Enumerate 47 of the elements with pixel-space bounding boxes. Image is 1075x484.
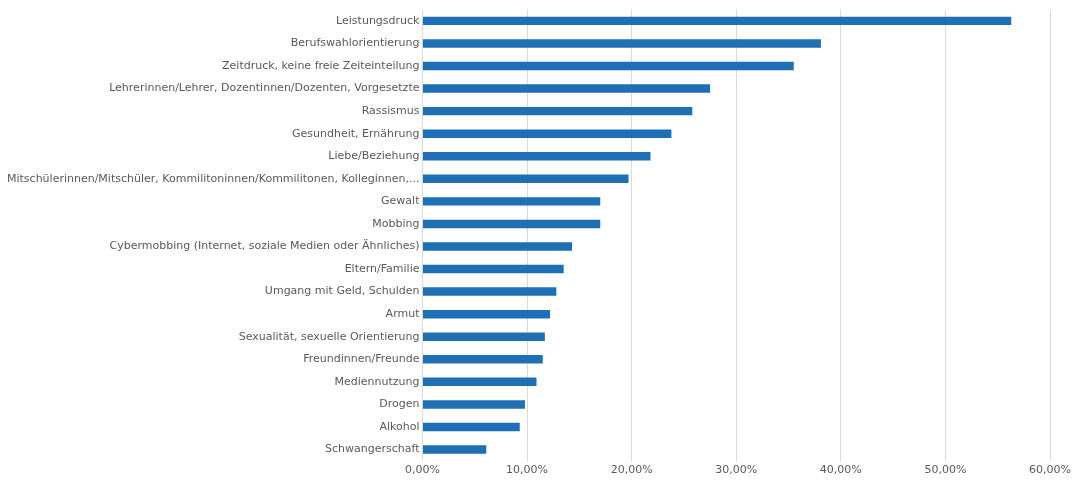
y-tick-label: Cybermobbing (Internet, soziale Medien oder Ähnliches) (109, 239, 420, 253)
x-tick-label: 10,00% (506, 463, 549, 477)
y-tick-label: Mitschülerinnen/Mitschüler, Kommilitoninnen/Kommilitonen, Kolleginnen,... (6, 171, 420, 185)
bar (422, 242, 573, 251)
y-tick-label: Leistungsdruck (336, 13, 421, 27)
y-tick-label: Schwangerschaft (325, 442, 421, 456)
y-tick-label: Rassismus (361, 103, 420, 117)
bar (422, 84, 711, 93)
bar (422, 422, 520, 432)
y-tick-label: Drogen (379, 397, 420, 411)
y-tick-label: Gesundheit, Ernährung (292, 126, 420, 140)
bar (422, 445, 487, 454)
y-tick-label: Umgang mit Geld, Schulden (264, 284, 420, 298)
bar (422, 106, 693, 116)
bar (422, 61, 794, 71)
bar (422, 197, 601, 206)
y-tick-label: Zeitdruck, keine freie Zeiteinteilung (222, 58, 420, 72)
x-tick-label: 60,00% (1029, 463, 1071, 477)
bar (422, 174, 629, 184)
y-tick-label: Liebe/Beziehung (328, 149, 420, 163)
y-tick-label: Mobbing (372, 216, 420, 230)
y-tick-label: Sexualität, sexuelle Orientierung (238, 329, 420, 343)
bar (422, 152, 651, 161)
x-tick-label: 50,00% (924, 463, 967, 477)
bar (422, 332, 545, 341)
bar (422, 39, 821, 48)
y-tick-label: Mediennutzung (334, 374, 420, 388)
x-tick-label: 0,00% (405, 463, 440, 477)
bar (422, 219, 601, 229)
y-tick-label: Lehrerinnen/Lehrer, Dozentinnen/Dozenten, Vorgesetzte (109, 81, 420, 95)
bar (422, 377, 537, 387)
bar (422, 309, 551, 319)
y-tick-label: Alkohol (379, 419, 420, 433)
y-tick-label: Berufswahlorientierung (290, 36, 420, 50)
x-tick-label: 30,00% (715, 463, 758, 477)
bar (422, 400, 525, 409)
bar (422, 16, 1012, 26)
y-tick-label: Eltern/Familie (344, 261, 420, 275)
y-tick-label: Armut (385, 307, 421, 321)
bar (422, 355, 543, 364)
bar (422, 129, 672, 138)
bar (422, 287, 557, 296)
y-tick-label: Freundinnen/Freunde (303, 352, 420, 366)
x-tick-label: 40,00% (819, 463, 862, 477)
y-tick-label: Gewalt (381, 194, 421, 208)
bar (422, 264, 564, 274)
x-tick-label: 20,00% (610, 463, 653, 477)
